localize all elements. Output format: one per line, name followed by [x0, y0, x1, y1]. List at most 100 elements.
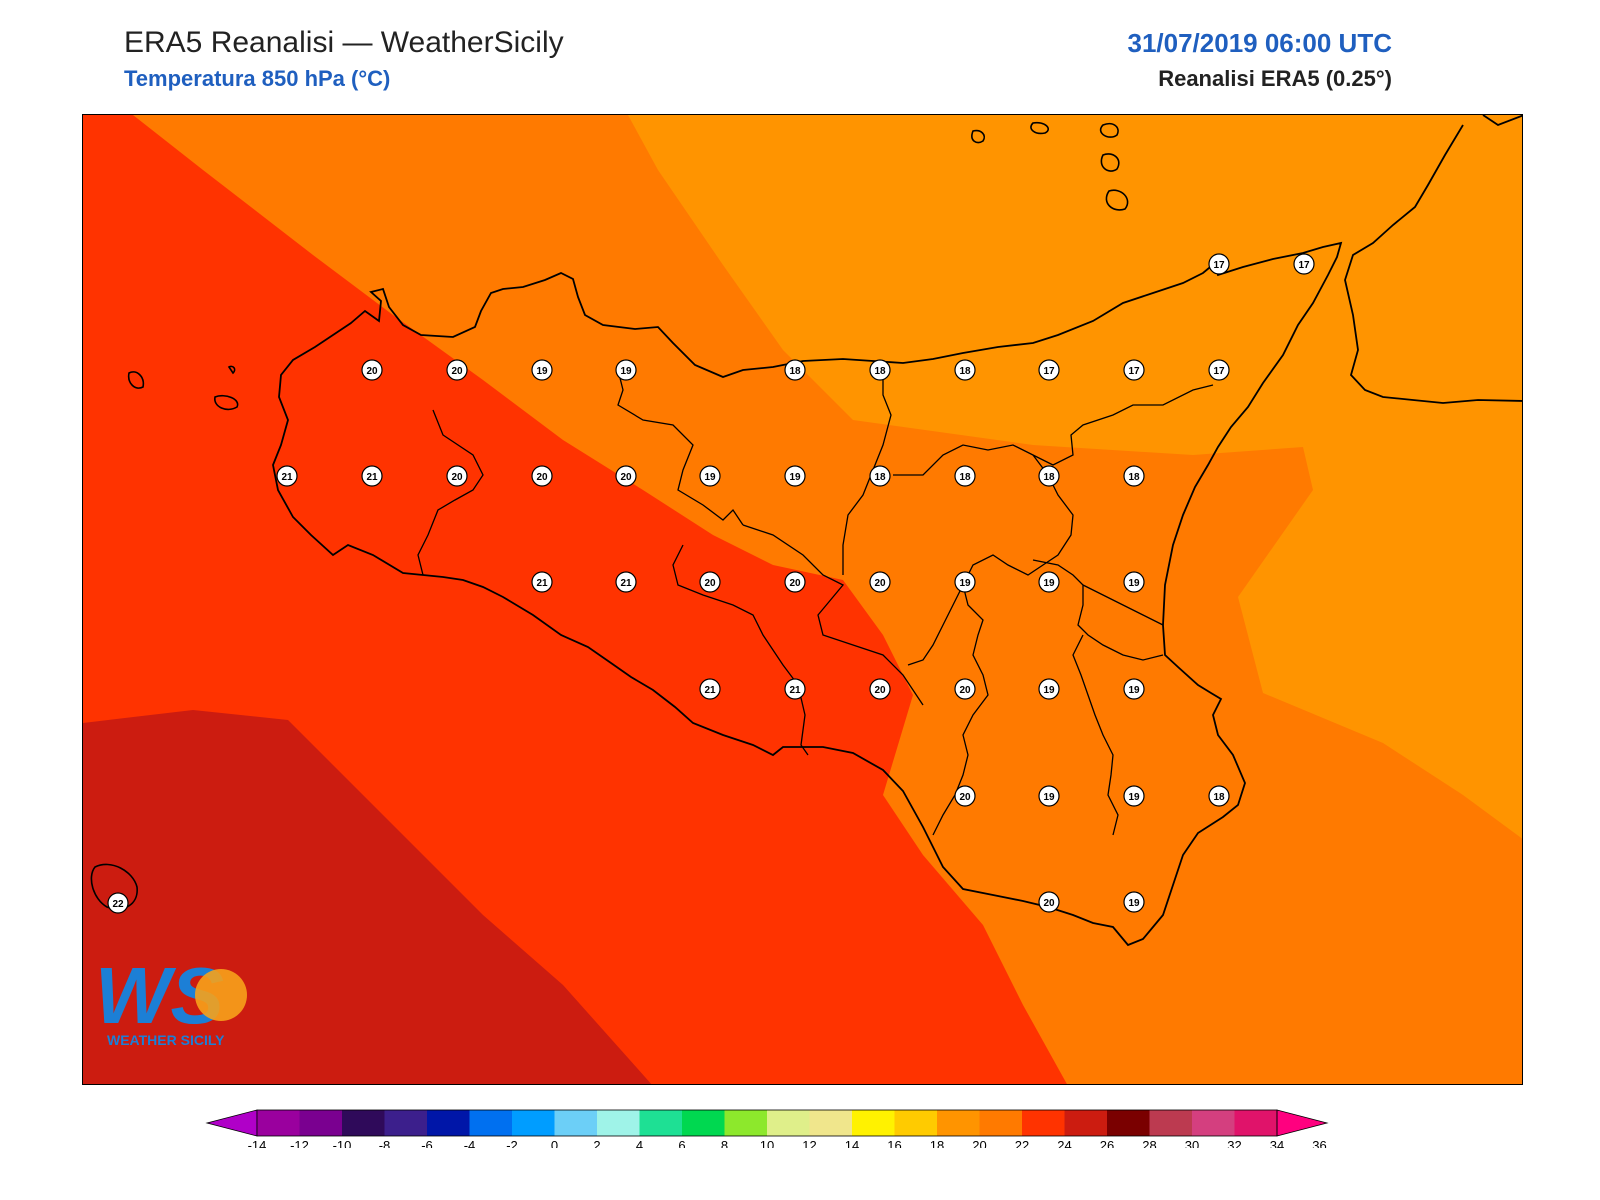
valid-datetime: 31/07/2019 06:00 UTC	[1127, 28, 1392, 58]
label-value: 20	[536, 472, 548, 483]
label-value: 18	[1213, 792, 1225, 803]
colorbar-tick-label: -6	[421, 1138, 433, 1148]
label-circle	[699, 571, 721, 593]
label-value: 20	[874, 685, 886, 696]
aeolian-islands	[971, 121, 1129, 211]
colorbar-swatch	[1107, 1110, 1150, 1136]
temperature-label: 20	[954, 678, 976, 700]
label-circle	[615, 571, 637, 593]
temperature-label: 20	[784, 571, 806, 593]
temperature-label: 18	[954, 465, 976, 487]
band-16-18	[628, 115, 1522, 839]
label-circle	[954, 465, 976, 487]
label-value: 22	[112, 899, 124, 910]
temperature-label: 19	[1123, 678, 1145, 700]
temperature-colorbar: -14 -12 -10 -8 -6 -4 -2 0 2 4 6 8 10 12 14 16 18 20 22 24 26…	[205, 1108, 1395, 1153]
label-value: 21	[704, 685, 716, 696]
label-circle	[1208, 785, 1230, 807]
label-value: 20	[959, 792, 971, 803]
temperature-label: 21	[361, 465, 383, 487]
temperature-label: 19	[1123, 891, 1145, 913]
colorbar-tick-label: 34	[1270, 1138, 1284, 1148]
label-value: 19	[1043, 792, 1055, 803]
label-circle	[699, 678, 721, 700]
temperature-label: 18	[1208, 785, 1230, 807]
label-circle	[361, 465, 383, 487]
calabria-coastline	[1344, 115, 1522, 404]
temperature-label: 17	[1208, 359, 1230, 381]
colorbar-tick-label: 32	[1227, 1138, 1241, 1148]
label-circle	[954, 571, 976, 593]
colorbar-swatch	[384, 1110, 428, 1136]
colorbar-swatch	[512, 1110, 555, 1136]
colorbar-swatch	[1149, 1110, 1193, 1136]
temperature-label: 19	[531, 359, 553, 381]
colorbar-tick-label: 10	[760, 1138, 774, 1148]
label-circle	[1208, 359, 1230, 381]
label-value: 19	[959, 578, 971, 589]
label-value: 20	[704, 578, 716, 589]
colorbar-swatch	[979, 1110, 1023, 1136]
label-value: 17	[1213, 260, 1225, 271]
colorbar-swatch	[1234, 1110, 1278, 1136]
colorbar-tick-label: -12	[290, 1138, 309, 1148]
label-circle	[615, 359, 637, 381]
temperature-label: 21	[699, 678, 721, 700]
label-value: 20	[366, 366, 378, 377]
label-circle	[954, 359, 976, 381]
label-circle	[1038, 359, 1060, 381]
label-circle	[531, 465, 553, 487]
colorbar-tick-label: 30	[1185, 1138, 1199, 1148]
label-circle	[699, 465, 721, 487]
temperature-label: 18	[784, 359, 806, 381]
temperature-label: 19	[615, 359, 637, 381]
colorbar-tick-label: 0	[551, 1138, 558, 1148]
temperature-label: 18	[869, 465, 891, 487]
label-value: 21	[789, 685, 801, 696]
colorbar-tick-label: 6	[678, 1138, 685, 1148]
label-value: 18	[1043, 472, 1055, 483]
temperature-label: 18	[1038, 465, 1060, 487]
colorbar-swatch	[1192, 1110, 1235, 1136]
colorbar-swatch	[937, 1110, 980, 1136]
temperature-label: 18	[1123, 465, 1145, 487]
label-circle	[869, 359, 891, 381]
colorbar-swatch	[767, 1110, 810, 1136]
label-value: 19	[1043, 685, 1055, 696]
label-value: 20	[451, 472, 463, 483]
colorbar-tick-label: 24	[1057, 1138, 1071, 1148]
temperature-label: 18	[954, 359, 976, 381]
label-value: 20	[620, 472, 632, 483]
temperature-label: 19	[699, 465, 721, 487]
temperature-label: 20	[1038, 891, 1060, 913]
temperature-label: 19	[1123, 571, 1145, 593]
temperature-label: 22	[107, 892, 129, 914]
temperature-label: 20	[954, 785, 976, 807]
temperature-label: 19	[1038, 785, 1060, 807]
label-value: 19	[1043, 578, 1055, 589]
label-value: 19	[1128, 898, 1140, 909]
label-value: 19	[704, 472, 716, 483]
label-circle	[1123, 678, 1145, 700]
colorbar-tick-label: 20	[972, 1138, 986, 1148]
colorbar-tick-label: 36	[1312, 1138, 1326, 1148]
temperature-labels: 17 17 20 20 19 19 18 18 18 17 17 17 21 21 20 20 20 19 19 18…	[107, 253, 1315, 914]
label-value: 18	[1128, 472, 1140, 483]
pantelleria-island	[90, 863, 138, 910]
temperature-label: 20	[446, 359, 468, 381]
colorbar-tick-label: -10	[333, 1138, 352, 1148]
colorbar-swatch	[597, 1110, 640, 1136]
label-circle	[954, 678, 976, 700]
label-circle	[276, 465, 298, 487]
colorbar-tick-label: -14	[248, 1138, 267, 1148]
label-value: 21	[620, 578, 632, 589]
temperature-label: 17	[1208, 253, 1230, 275]
colorbar-swatch	[554, 1110, 598, 1136]
temperature-label: 19	[1038, 571, 1060, 593]
colorbar-tick-label: 4	[636, 1138, 643, 1148]
colorbar-outline	[256, 1109, 1278, 1137]
label-circle	[446, 465, 468, 487]
map-subtitle: Temperatura 850 hPa (°C)	[124, 66, 391, 91]
label-value: 17	[1213, 366, 1225, 377]
label-value: 20	[1043, 898, 1055, 909]
